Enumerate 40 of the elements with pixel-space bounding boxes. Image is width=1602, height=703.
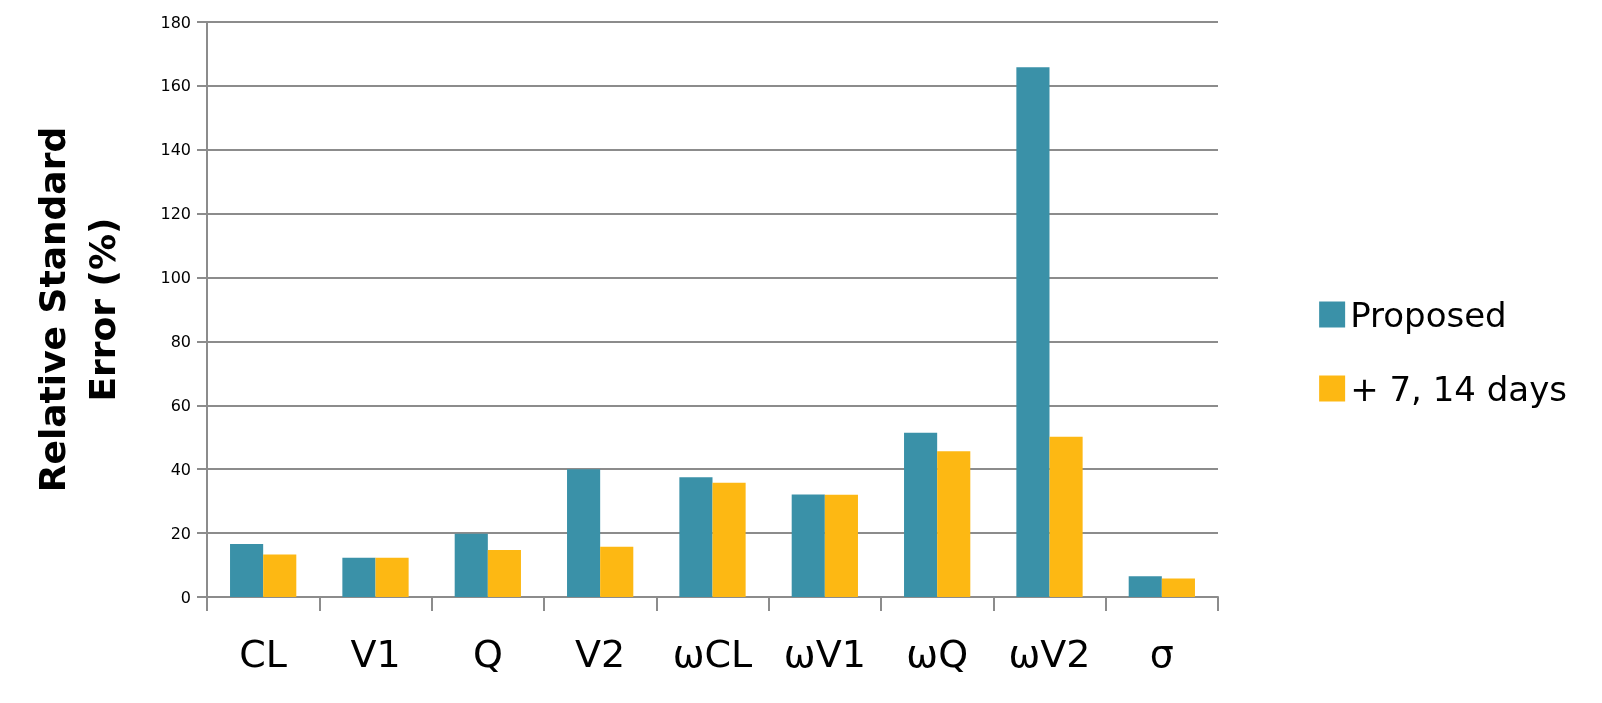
bar xyxy=(230,543,264,597)
bar xyxy=(712,482,746,597)
legend-label: + 7, 14 days xyxy=(1350,368,1568,409)
y-tick-label: 100 xyxy=(160,268,191,288)
x-tick-label: ωV2 xyxy=(1008,632,1091,676)
y-tick-label: 60 xyxy=(170,395,191,415)
bar xyxy=(567,469,601,597)
bar xyxy=(1128,576,1162,597)
x-tick-label: ωV1 xyxy=(783,632,866,676)
bar xyxy=(375,557,409,597)
bar xyxy=(454,533,488,597)
y-tick-label: 120 xyxy=(160,204,191,224)
y-tick-label: 160 xyxy=(160,76,191,96)
y-tick-label: 80 xyxy=(170,331,191,351)
y-tick-label: 180 xyxy=(160,12,191,32)
legend-label: Proposed xyxy=(1350,294,1507,335)
x-tick-label: V2 xyxy=(575,632,626,676)
bar xyxy=(937,451,971,597)
x-tick-label: ωCL xyxy=(672,632,753,676)
x-tick-label: V1 xyxy=(350,632,401,676)
bar xyxy=(791,494,825,597)
x-tick-label: CL xyxy=(239,632,288,676)
x-tick-label: ωQ xyxy=(906,632,969,676)
y-tick-label: 20 xyxy=(170,523,191,543)
bar xyxy=(263,554,297,597)
y-axis-title: Relative Standard Error (%) xyxy=(31,126,123,493)
x-tick-label: Q xyxy=(472,632,503,676)
bar xyxy=(824,494,858,597)
bar xyxy=(1161,578,1195,597)
bar xyxy=(679,477,713,597)
y-tick-label: 40 xyxy=(170,459,191,479)
bar xyxy=(904,432,938,597)
bar xyxy=(342,557,376,597)
bar xyxy=(487,550,521,597)
x-tick-label: σ xyxy=(1149,632,1174,676)
y-tick-label: 140 xyxy=(160,140,191,160)
bar xyxy=(600,546,634,597)
bar xyxy=(1016,67,1050,597)
y-tick-label: 0 xyxy=(180,587,191,607)
bar xyxy=(1049,436,1083,597)
